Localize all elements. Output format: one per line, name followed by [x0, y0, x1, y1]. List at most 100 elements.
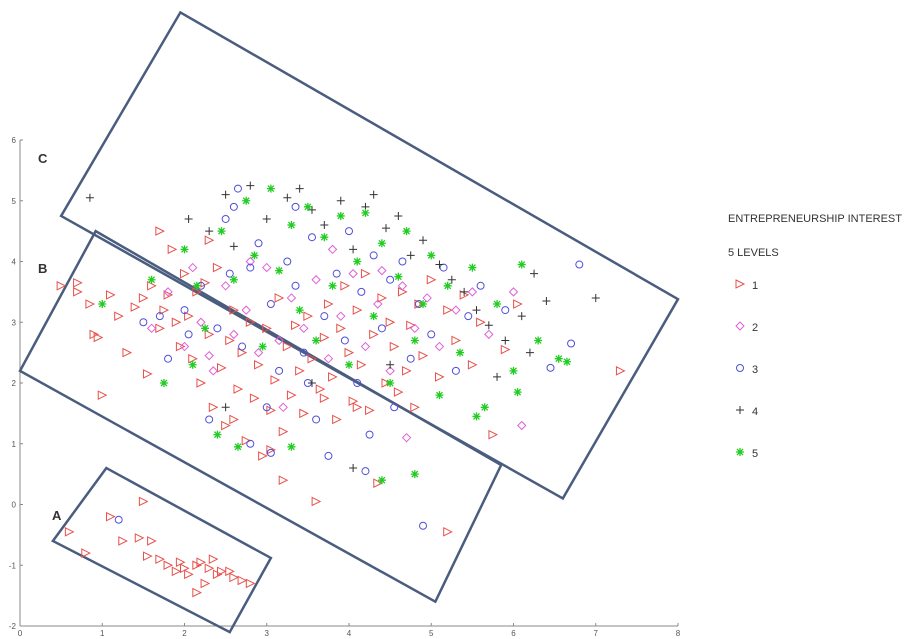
- data-point-level-2: [484, 329, 494, 340]
- data-point-level-4: [262, 214, 271, 223]
- data-point-level-1: [200, 578, 211, 589]
- axes: 0 1 2 3 4 5 6 7 8 -2 -1 0 1 2 3 4 5 6: [9, 136, 681, 638]
- data-point-level-3: [476, 281, 485, 290]
- data-point-level-3: [229, 202, 238, 211]
- data-point-level-3: [299, 348, 308, 357]
- data-point-level-2: [274, 335, 284, 346]
- x-tick-label: 0: [18, 629, 23, 638]
- data-point-level-3: [238, 342, 247, 351]
- y-tick-label: -1: [9, 561, 17, 570]
- data-point-level-4: [221, 190, 230, 199]
- data-point-level-1: [615, 366, 626, 376]
- data-point-level-1: [323, 299, 334, 309]
- data-point-level-1: [155, 554, 165, 564]
- data-point-level-5: [402, 227, 411, 236]
- data-point-level-1: [208, 402, 219, 413]
- data-point-level-3: [369, 251, 378, 260]
- legend-marker-level-2: [735, 321, 745, 331]
- data-point-level-2: [286, 293, 297, 303]
- data-point-level-4: [229, 242, 238, 251]
- data-point-level-3: [246, 439, 255, 448]
- data-point-level-1: [377, 293, 388, 303]
- data-point-level-1: [233, 384, 244, 394]
- data-point-level-5: [534, 336, 543, 345]
- y-tick-label: 6: [12, 136, 17, 145]
- data-point-level-5: [312, 336, 321, 345]
- legend-label-level-4: 4: [752, 406, 758, 418]
- data-point-level-5: [456, 348, 465, 357]
- data-point-level-5: [410, 470, 419, 479]
- y-tick-label: -2: [9, 622, 17, 631]
- data-point-level-4: [386, 360, 395, 369]
- data-point-level-4: [525, 348, 534, 357]
- data-point-level-1: [159, 305, 170, 315]
- data-point-level-2: [360, 341, 371, 352]
- data-point-level-5: [250, 251, 259, 260]
- region-b-label: B: [38, 261, 47, 276]
- data-point-level-5: [493, 300, 502, 309]
- data-point-level-1: [397, 287, 408, 297]
- data-point-level-1: [163, 560, 174, 571]
- data-point-level-1: [393, 387, 404, 397]
- data-point-level-4: [85, 193, 94, 202]
- data-point-level-2: [253, 347, 264, 358]
- data-point-level-2: [410, 323, 420, 334]
- data-point-level-3: [361, 467, 370, 476]
- data-point-level-2: [348, 268, 358, 279]
- data-point-level-1: [328, 372, 338, 382]
- data-point-level-2: [385, 366, 395, 376]
- data-point-level-1: [373, 478, 383, 489]
- data-point-level-1: [142, 551, 153, 561]
- data-point-level-3: [406, 354, 415, 363]
- data-point-level-3: [353, 379, 362, 387]
- legend-marker-level-1: [735, 279, 746, 289]
- data-point-level-5: [180, 245, 189, 254]
- data-point-level-1: [278, 475, 289, 486]
- data-point-level-2: [146, 323, 157, 334]
- data-point-level-1: [295, 366, 305, 376]
- data-point-level-3: [184, 330, 193, 339]
- data-point-level-5: [233, 442, 242, 451]
- data-point-level-1: [229, 572, 239, 583]
- data-point-level-2: [377, 265, 387, 276]
- y-tick-label: 3: [12, 318, 17, 327]
- data-point-level-1: [229, 305, 239, 315]
- data-point-level-1: [204, 235, 215, 246]
- y-tick-label: 0: [12, 501, 17, 510]
- data-point-level-4: [472, 306, 481, 315]
- data-point-level-1: [303, 311, 313, 321]
- data-point-level-1: [118, 536, 128, 546]
- data-point-level-2: [278, 402, 288, 413]
- data-point-level-1: [315, 384, 326, 394]
- data-point-level-4: [184, 214, 193, 223]
- data-point-level-4: [320, 221, 329, 230]
- data-point-level-4: [349, 464, 358, 473]
- legend-title-line2: 5 LEVELS: [728, 247, 779, 259]
- data-point-level-5: [562, 357, 571, 366]
- data-point-level-1: [229, 414, 239, 425]
- data-point-level-3: [291, 202, 300, 211]
- data-point-level-2: [323, 353, 334, 364]
- data-point-level-1: [208, 554, 219, 564]
- data-point-level-4: [542, 296, 551, 305]
- data-point-level-4: [221, 403, 230, 412]
- data-point-level-4: [369, 190, 378, 199]
- data-point-level-3: [451, 366, 460, 375]
- data-point-level-1: [266, 445, 276, 455]
- y-tick-label: 5: [12, 197, 17, 206]
- data-point-level-2: [451, 305, 461, 315]
- data-point-level-1: [163, 290, 174, 300]
- x-tick-label: 1: [100, 629, 105, 638]
- region-c-box: [59, 10, 680, 501]
- data-point-level-1: [155, 226, 165, 236]
- data-point-level-1: [217, 363, 227, 373]
- data-point-level-3: [390, 403, 399, 412]
- y-tick-label: 1: [12, 440, 17, 449]
- data-point-level-1: [105, 290, 116, 300]
- data-point-level-1: [319, 393, 330, 403]
- data-point-level-1: [134, 533, 145, 543]
- data-point-level-1: [467, 359, 478, 370]
- data-point-level-1: [204, 563, 215, 574]
- data-point-level-1: [451, 335, 462, 346]
